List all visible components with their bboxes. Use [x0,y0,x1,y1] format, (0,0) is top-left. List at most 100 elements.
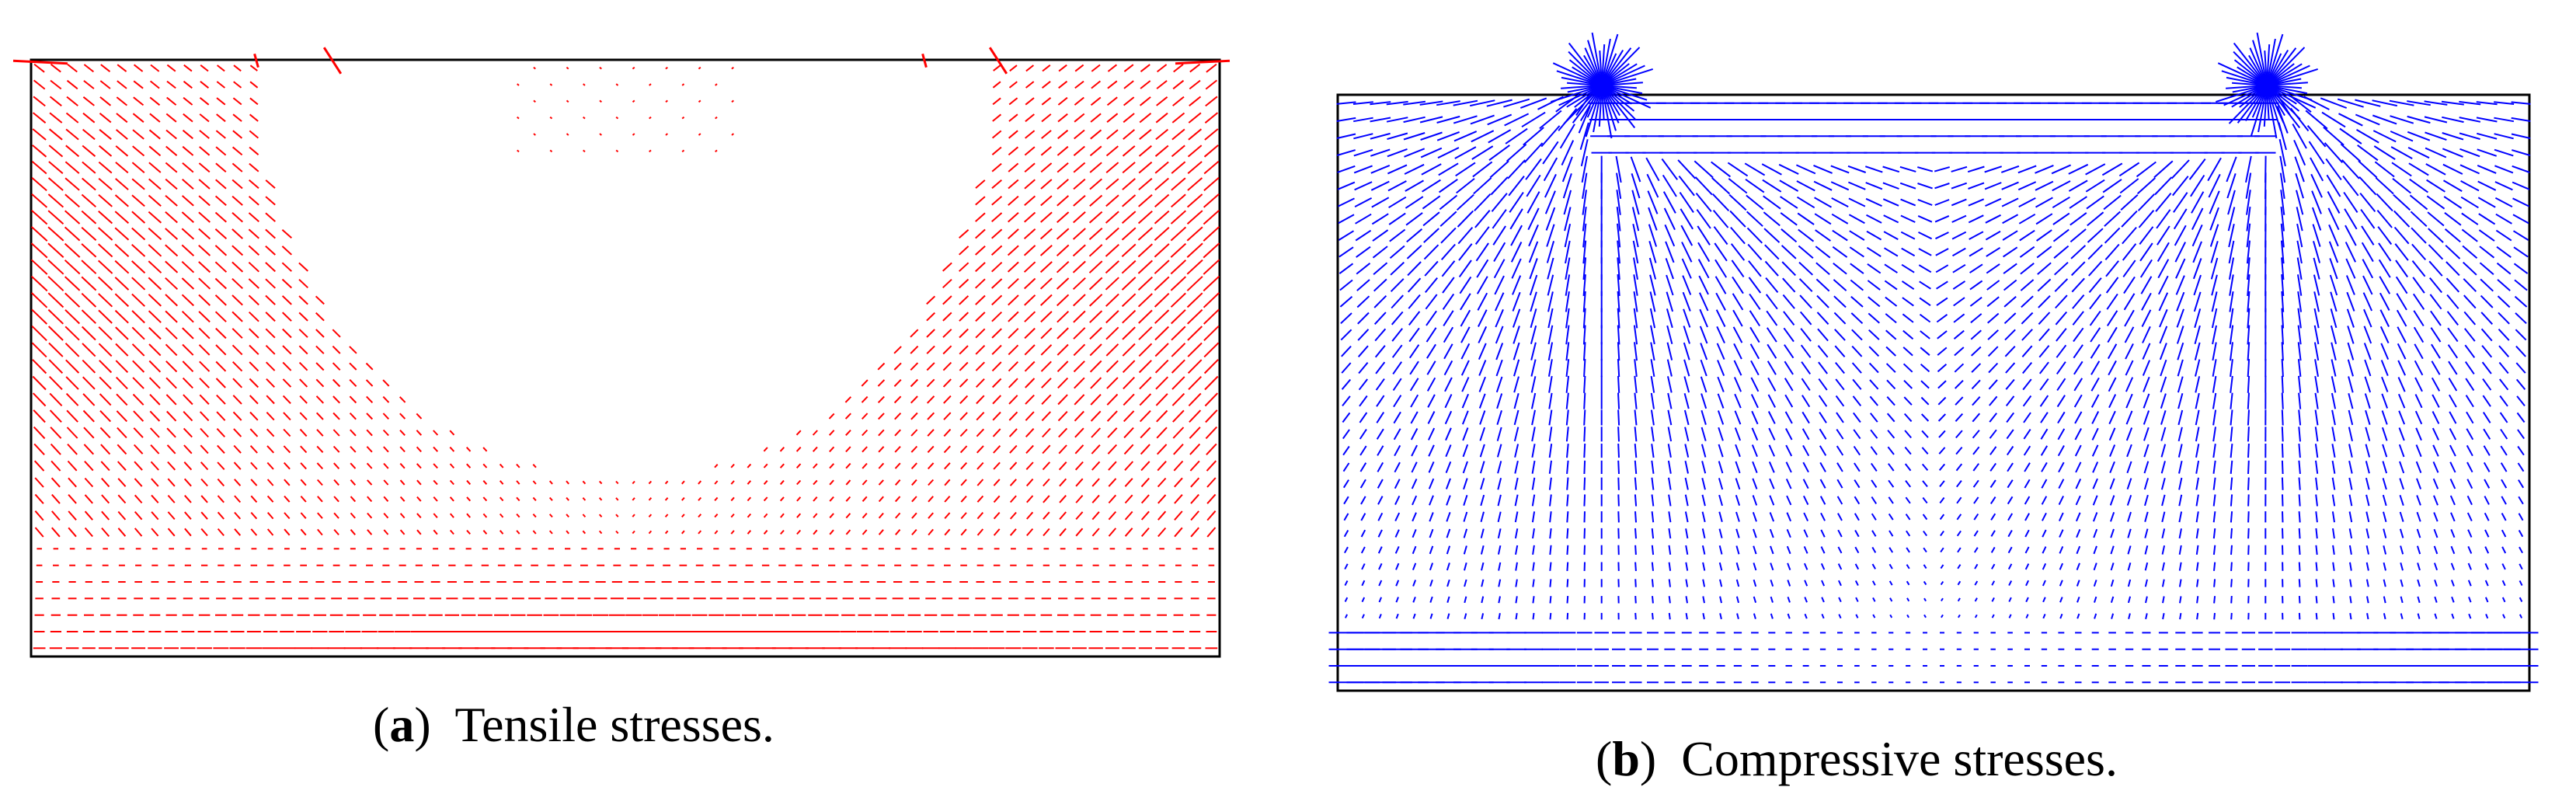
tension-vector [182,327,194,340]
compression-vector [1359,445,1367,456]
tension-vector [1137,211,1153,225]
tension-vector [1121,277,1137,291]
compression-vector [2365,579,2369,587]
compression-vector [2038,294,2051,308]
tension-vector [148,326,162,340]
tension-vector [81,259,97,274]
tension-vector [299,428,308,437]
compression-vector [1902,363,1913,373]
compression-vector [1681,242,1693,263]
compression-vector [1530,359,1537,377]
tension-vector [367,479,373,486]
tension-vector [131,293,145,307]
compression-vector [2331,359,2337,377]
compression-vector [2362,259,2374,279]
tension-vector [266,428,275,437]
tension-vector [132,113,144,123]
tension-vector [333,462,340,469]
tension-vector [50,460,61,472]
compression-vector [2430,327,2442,343]
tension-vector [942,262,952,272]
compression-vector [2459,100,2481,106]
tension-vector [281,295,292,305]
tension-vector [1154,226,1170,242]
compression-vector [1752,511,1757,522]
compression-vector [1486,99,1513,107]
compression-vector [1696,209,1711,229]
compression-vector [1938,447,1946,454]
compression-vector [1617,274,1620,296]
compression-vector [1698,292,1709,312]
compression-vector [1561,140,1575,166]
tension-vector [66,79,78,90]
compression-vector [2407,100,2431,106]
tension-vector [266,378,276,388]
compression-vector [2414,394,2423,409]
compression-vector [1583,375,1586,393]
tension-vector [231,212,243,223]
tension-vector [214,195,227,207]
tension-vector [366,429,373,437]
tension-vector [993,64,1001,71]
tension-vector [416,479,422,486]
compression-vector [1395,562,1400,570]
tension-vector [1043,511,1050,520]
compression-vector [1377,445,1384,456]
compression-vector [1749,326,1760,343]
tension-vector [1057,96,1068,106]
tension-vector [615,497,619,501]
compression-vector [2464,361,2475,374]
compression-vector [1701,528,1706,539]
tension-vector [944,462,951,470]
compression-vector [1795,164,1816,175]
compression-vector [2425,131,2447,141]
tension-vector [862,429,869,437]
compression-vector [2161,511,2166,523]
compression-vector [2494,148,2514,157]
tension-vector [232,395,242,405]
compression-vector [1939,480,1945,488]
tension-vector [1091,461,1101,471]
tension-vector [1059,478,1067,487]
tension-vector [1057,327,1069,340]
compression-vector [1667,427,1673,442]
compression-vector [1718,528,1723,538]
tension-vector [1203,259,1220,275]
tension-vector [582,530,587,535]
compression-vector [1403,132,1426,141]
compression-vector [2467,529,2473,538]
compression-vector [2345,225,2357,246]
compression-vector [1421,163,1442,176]
tension-vector [845,479,851,486]
tension-vector [649,116,652,120]
tension-vector [1088,211,1103,224]
tension-vector [99,360,113,374]
tension-vector [1039,244,1053,256]
compression-vector [2407,115,2431,124]
compression-vector [1339,279,1353,291]
compression-vector [2390,131,2414,142]
tension-vector [1073,211,1086,224]
compression-vector [2076,529,2081,538]
compression-vector [2450,562,2456,570]
compression-vector [1376,428,1384,440]
compression-vector [1870,446,1878,455]
compression-vector [1717,410,1725,425]
tension-vector [98,276,113,291]
tension-vector [99,393,112,406]
compression-vector [2502,614,2506,619]
tension-vector [482,496,488,502]
compression-vector [2281,257,2285,280]
compression-vector [1796,196,1815,209]
compression-vector [1412,495,1418,506]
compression-vector [1617,375,1620,393]
compression-vector [1769,512,1775,522]
compression-vector [1460,326,1471,343]
compression-vector [1582,291,1586,312]
compression-vector [1885,313,1897,324]
tension-vector [926,395,935,404]
compression-vector [1804,613,1808,619]
compression-vector [2054,261,2069,276]
compression-vector [1701,409,1707,425]
compression-vector [1955,396,1964,406]
